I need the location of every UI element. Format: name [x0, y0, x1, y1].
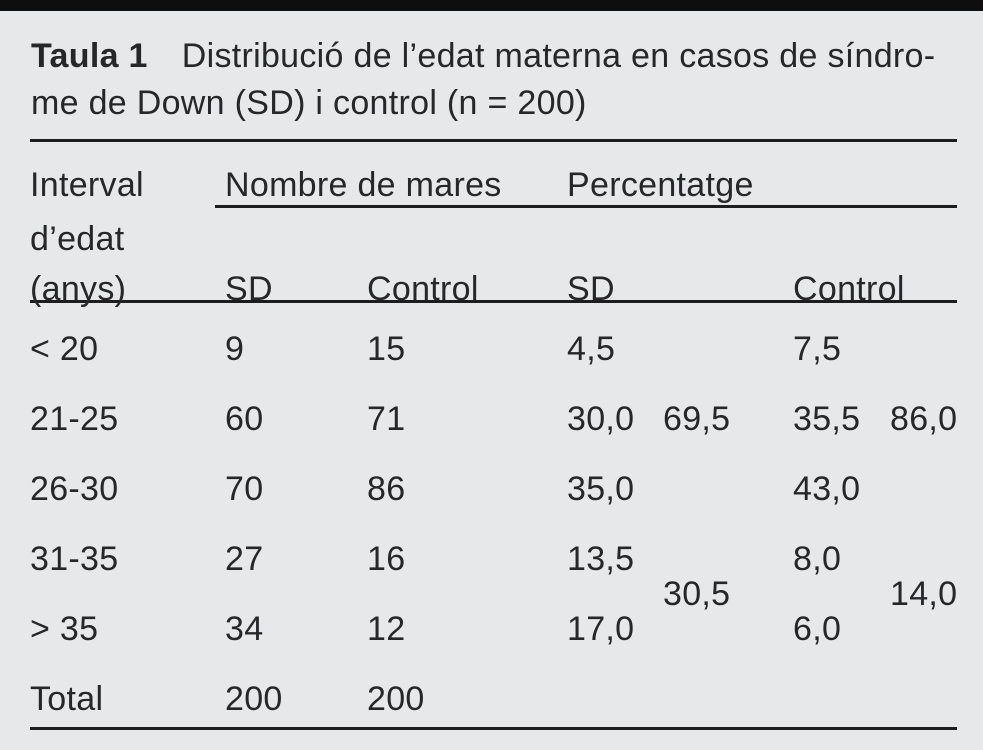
- cell-sd-group-pct-old: 30,5: [663, 574, 731, 613]
- subheader-sd-percentatge: SD: [567, 270, 615, 308]
- top-border-bar: [0, 0, 983, 11]
- cell-control-pct: 35,5: [793, 399, 861, 438]
- cell-sd-pct: 4,5: [567, 329, 616, 368]
- table-row-under-20: < 20 9 15 4,5 69,5 7,5 86,0: [30, 314, 957, 438]
- cell-sd-n: 70: [225, 469, 264, 508]
- cell-sd-n: 60: [225, 399, 264, 438]
- cell-control-n: 16: [367, 539, 406, 578]
- table-number-label: Taula 1: [31, 37, 148, 75]
- header-row-sub: (anys) SD Control SD Control: [30, 261, 957, 314]
- cell-interval: < 20: [30, 329, 99, 368]
- table-row-over-35: > 35 34 12 17,0 6,0: [30, 594, 957, 664]
- cell-sd-pct: 17,0: [567, 609, 635, 648]
- subheader-sd-nombre: SD: [225, 270, 273, 308]
- table-row-21-25: 21-25 60 71 30,0 35,5: [30, 384, 957, 454]
- cell-control-pct: 7,5: [793, 329, 842, 368]
- group-header-percentatge: Percentatge: [567, 166, 754, 204]
- caption-text-line-2: me de Down (SD) i control (n = 200): [31, 84, 587, 122]
- cell-interval: 31-35: [30, 539, 119, 578]
- table-row-26-30: 26-30 70 86 35,0 43,0: [30, 454, 957, 524]
- cell-sd-group-pct-young: 69,5: [663, 399, 731, 438]
- cell-sd-pct: 30,0: [567, 399, 635, 438]
- cell-control-pct: 8,0: [793, 539, 842, 578]
- cell-control-n: 15: [367, 329, 406, 368]
- header-interval-line2: d’edat: [30, 220, 125, 258]
- header-interval-line3: (anys): [30, 270, 127, 308]
- cell-control-n: 12: [367, 609, 406, 648]
- table-body: < 20 9 15 4,5 69,5 7,5 86,0 21-25 60 71 …: [30, 314, 957, 734]
- cell-control-n: 200: [367, 679, 425, 718]
- cell-control-group-pct-empty: [890, 664, 957, 734]
- subheader-control-nombre: Control: [367, 270, 479, 308]
- cell-control-pct: 43,0: [793, 469, 861, 508]
- cell-sd-n: 200: [225, 679, 283, 718]
- data-table: Interval Nombre de mares Percentatge d’e…: [30, 142, 957, 734]
- subheader-control-percentatge: Control: [793, 270, 905, 308]
- cell-control-group-pct-old: 14,0: [890, 574, 958, 613]
- cell-control-group-pct-young: 86,0: [890, 399, 958, 438]
- header-interval-line1: Interval: [30, 166, 144, 204]
- cell-sd-group-pct-empty: [663, 664, 793, 734]
- cell-interval: 21-25: [30, 399, 119, 438]
- header-row-mid: d’edat: [30, 212, 957, 261]
- cell-interval: Total: [30, 679, 104, 718]
- header-spacer: [225, 212, 957, 261]
- rule-table-bottom: [30, 727, 957, 730]
- table-row-31-35: 31-35 27 16 13,5 30,5 8,0 14,0: [30, 524, 957, 613]
- cell-control-n: 86: [367, 469, 406, 508]
- table-caption: Taula 1 Distribució de l’edat materna en …: [31, 33, 961, 127]
- group-header-nombre-de-mares: Nombre de mares: [225, 166, 502, 204]
- header-row-groups: Interval Nombre de mares Percentatge: [30, 142, 957, 212]
- cell-sd-n: 9: [225, 329, 245, 368]
- cell-sd-n: 34: [225, 609, 264, 648]
- cell-control-pct: 6,0: [793, 609, 842, 648]
- caption-text-line-1: Distribució de l’edat materna en casos d…: [181, 37, 936, 75]
- table-header: Interval Nombre de mares Percentatge d’e…: [30, 142, 957, 314]
- cell-sd-pct: 13,5: [567, 539, 635, 578]
- rule-below-caption: [30, 139, 957, 142]
- cell-sd-pct: [567, 664, 663, 734]
- rule-below-header: [30, 300, 957, 303]
- cell-interval: 26-30: [30, 469, 119, 508]
- cell-interval: > 35: [30, 609, 99, 648]
- cell-control-pct: [793, 664, 890, 734]
- caption-line-1: Taula 1 Distribució de l’edat materna en …: [31, 33, 961, 80]
- cell-control-n: 71: [367, 399, 406, 438]
- cell-sd-n: 27: [225, 539, 264, 578]
- rule-under-group-headers: [215, 205, 957, 208]
- table-row-total: Total 200 200: [30, 664, 957, 734]
- cell-sd-pct: 35,0: [567, 469, 635, 508]
